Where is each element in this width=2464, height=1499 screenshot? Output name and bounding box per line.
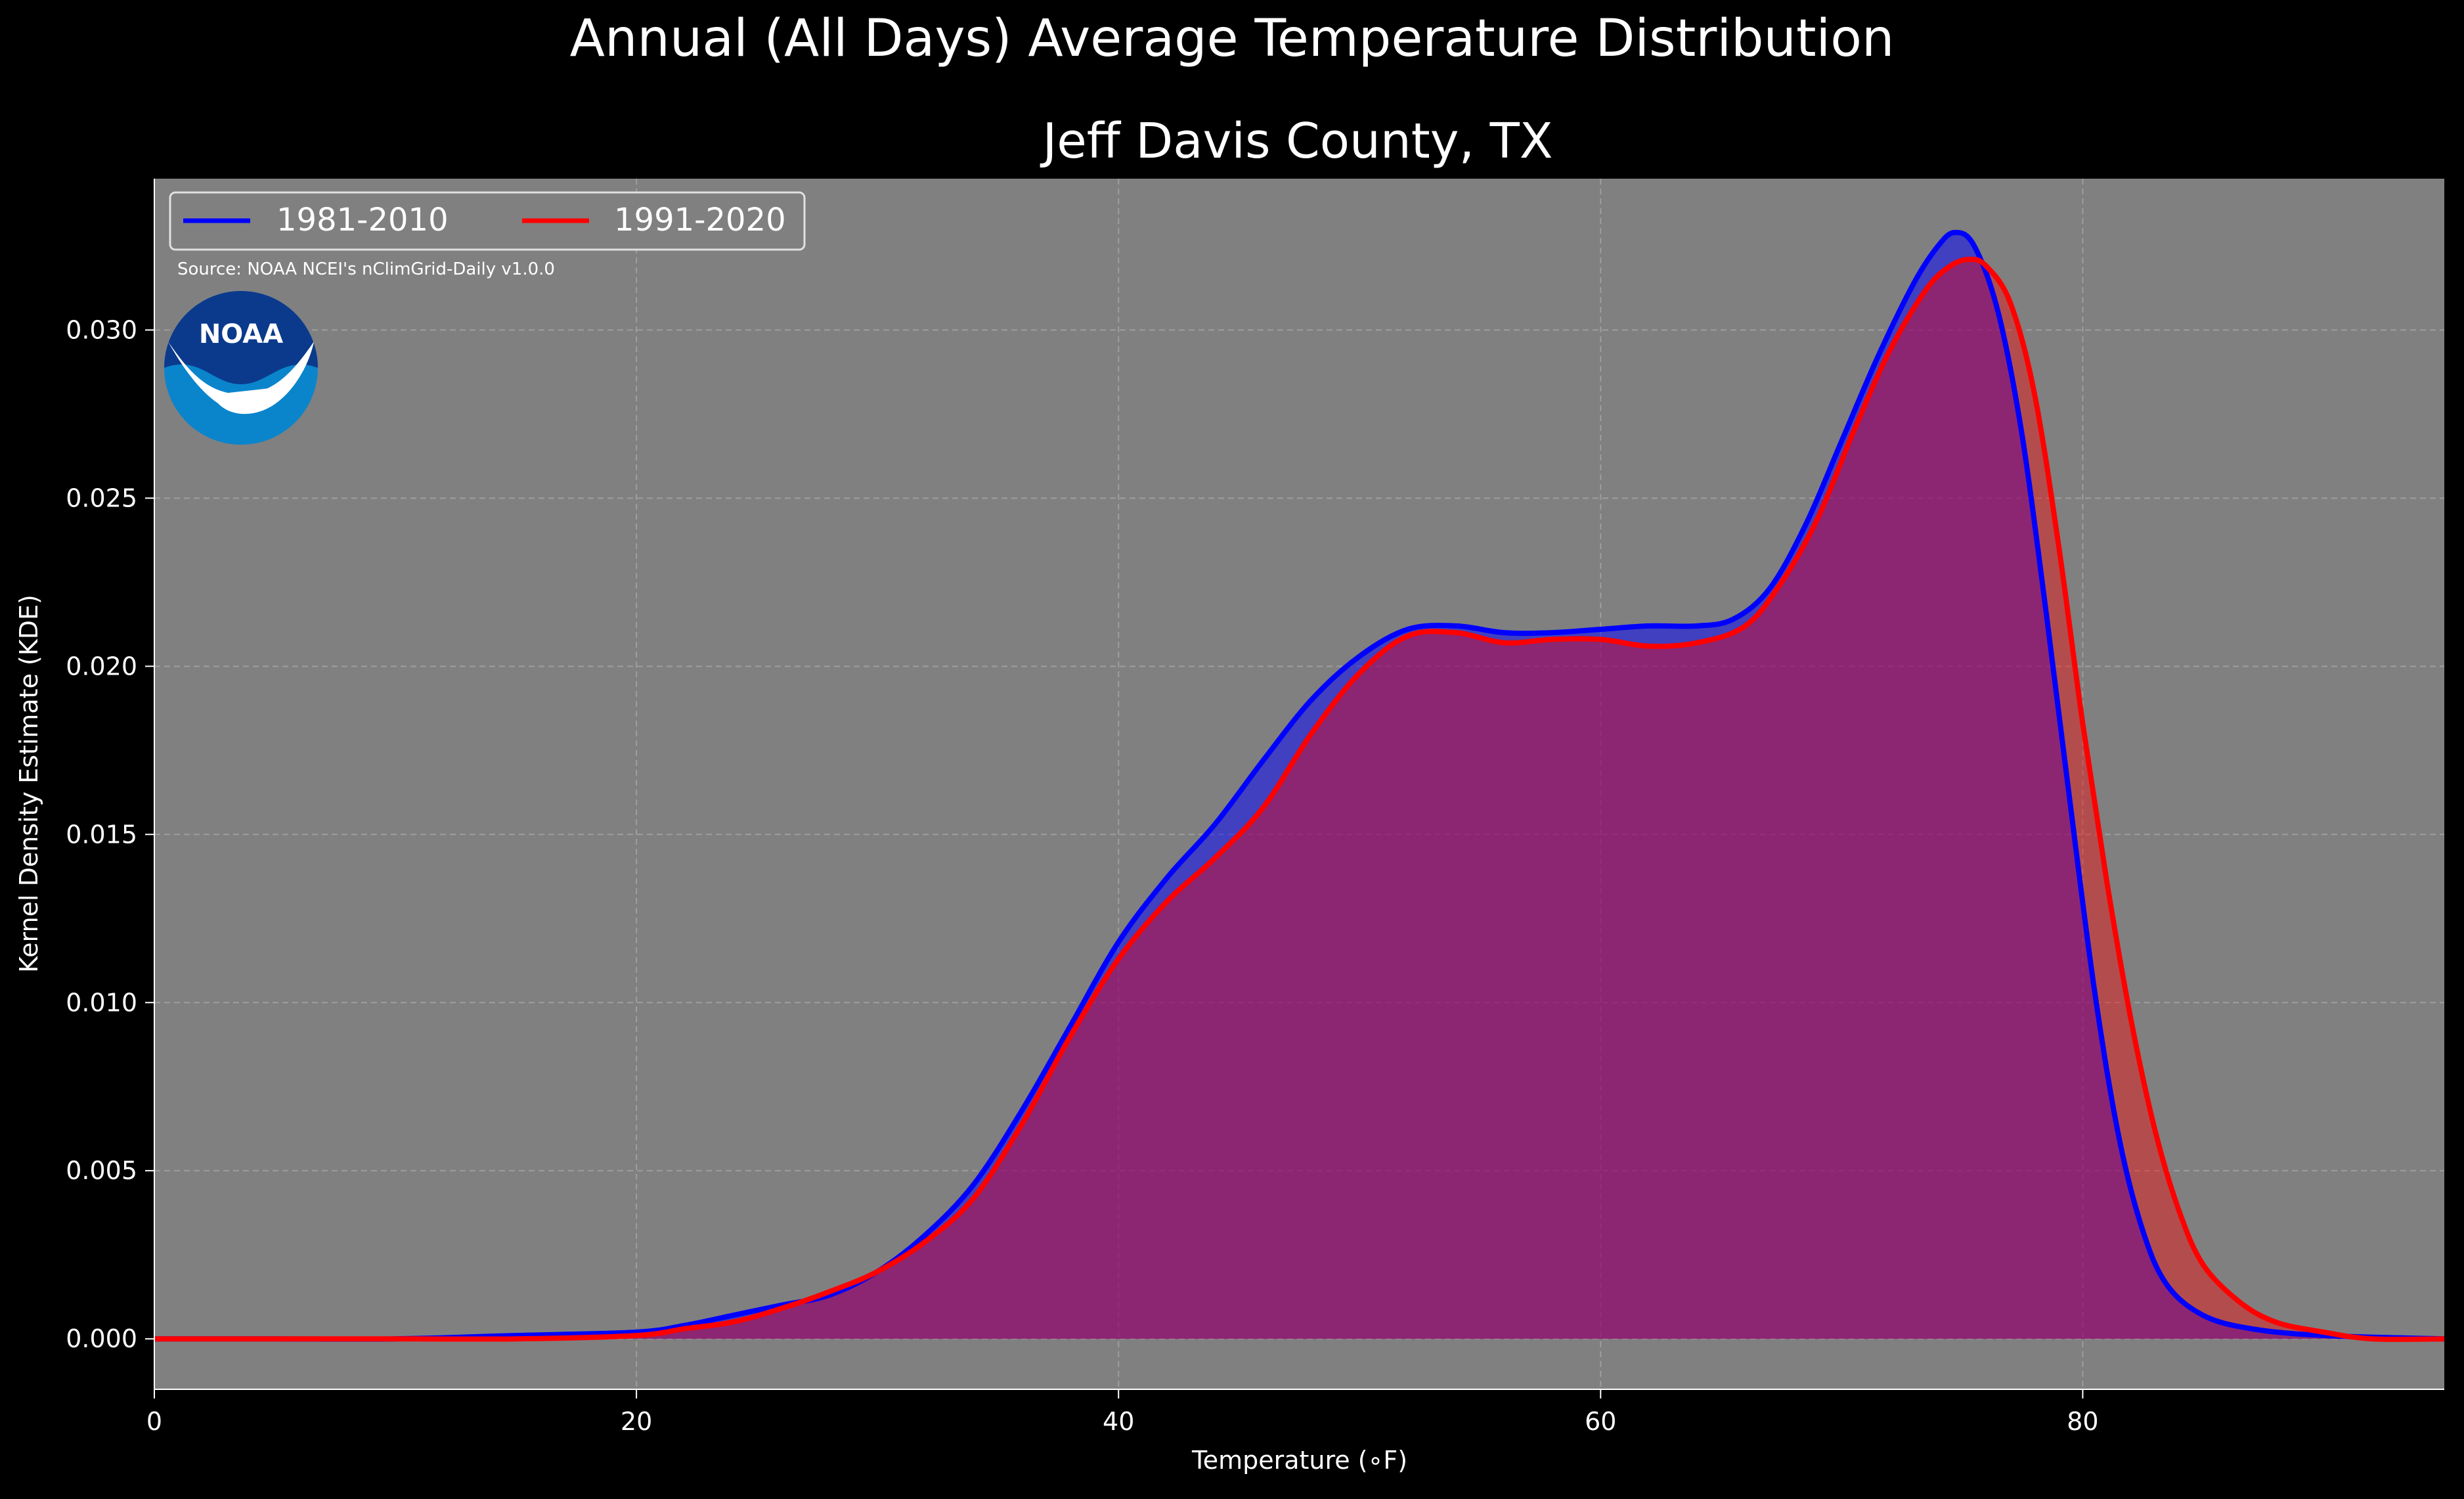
y-tick-label: 0.010 [66, 988, 137, 1017]
y-tick-label: 0.015 [66, 820, 137, 849]
y-axis-label: Kernel Density Estimate (KDE) [14, 594, 43, 973]
x-tick-label: 0 [146, 1407, 162, 1436]
legend-label-1991-2020: 1991-2020 [614, 202, 786, 238]
y-tick-label: 0.025 [66, 483, 137, 512]
noaa-logo: NOAA [164, 291, 318, 445]
legend: 1981-2010 1991-2020 [169, 191, 806, 251]
series-layer [154, 229, 2444, 1342]
x-axis-label: Temperature (∘F) [1191, 1446, 1407, 1475]
series-fill-1981-2010 [154, 232, 2444, 1339]
y-tick-label: 0.005 [66, 1156, 137, 1185]
x-tick-label: 20 [621, 1407, 652, 1436]
x-tick-label: 60 [1585, 1407, 1616, 1436]
x-tick-label: 40 [1103, 1407, 1134, 1436]
legend-label-1981-2010: 1981-2010 [276, 202, 449, 238]
y-tick-label: 0.030 [66, 315, 137, 344]
y-tick-label: 0.000 [66, 1324, 137, 1353]
legend-frame [169, 191, 806, 251]
series-fill-1991-2020 [154, 259, 2444, 1339]
noaa-logo-text: NOAA [199, 319, 283, 349]
chart-subtitle: Jeff Davis County, TX [1040, 113, 1552, 169]
source-note: Source: NOAA NCEI's nClimGrid-Daily v1.0… [177, 259, 555, 279]
chart-title: Annual (All Days) Average Temperature Di… [570, 9, 1895, 68]
axes: 0 20 40 60 80 0.000 0.005 0.010 0.015 0.020 0.025 0… [66, 179, 2444, 1436]
y-tick-label: 0.020 [66, 652, 137, 681]
x-tick-label: 80 [2067, 1407, 2098, 1436]
series-line-1991-2020 [154, 256, 2444, 1342]
